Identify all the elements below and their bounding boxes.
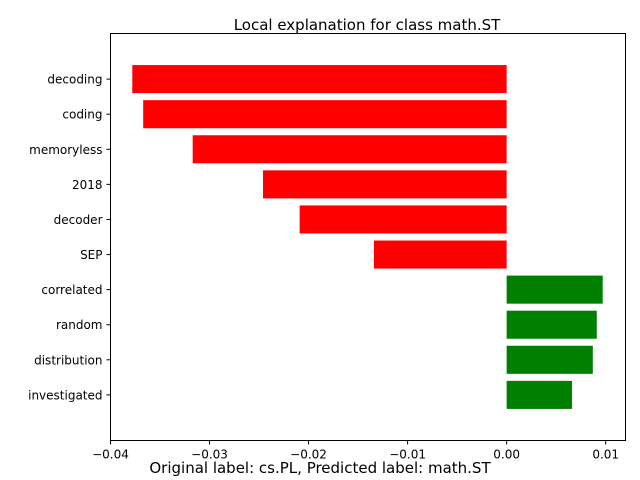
y-tick-label: coding xyxy=(62,108,102,122)
x-tick-label: −0.03 xyxy=(191,448,228,462)
y-axis-ticks: decoding coding memoryless 2018 decoder SEP co… xyxy=(28,73,111,402)
x-tick-label: 0.00 xyxy=(493,448,520,462)
bar-decoding xyxy=(132,65,507,94)
bar-decoder xyxy=(299,205,507,234)
chart-title: Local explanation for class math.ST xyxy=(234,16,501,34)
x-axis-ticks: −0.04 −0.03 −0.02 −0.01 0.00 0.01 xyxy=(92,440,619,462)
y-tick-label: random xyxy=(56,318,103,332)
plot-frame xyxy=(110,33,626,441)
y-tick-label: memoryless xyxy=(29,143,102,157)
bar-random xyxy=(506,310,597,339)
bar-2018 xyxy=(263,170,507,199)
y-tick-label: 2018 xyxy=(72,178,103,192)
y-tick-label: decoding xyxy=(47,73,102,87)
bar-correlated xyxy=(506,275,603,304)
x-tick-label: 0.01 xyxy=(592,448,619,462)
y-tick-label: investigated xyxy=(28,388,102,402)
bar-memoryless xyxy=(192,135,507,164)
bar-coding xyxy=(143,100,507,129)
bar-investigated xyxy=(506,380,573,409)
y-tick-label: decoder xyxy=(54,213,103,227)
bar-SEP xyxy=(373,240,507,269)
bars-group xyxy=(132,65,603,409)
x-tick-label: −0.02 xyxy=(290,448,327,462)
bar-distribution xyxy=(506,345,593,374)
y-tick-label: correlated xyxy=(41,283,102,297)
y-tick-label: distribution xyxy=(34,353,102,367)
x-tick-label: −0.04 xyxy=(92,448,129,462)
y-tick-label: SEP xyxy=(80,248,102,262)
x-tick-label: −0.01 xyxy=(389,448,426,462)
label-caption: Original label: cs.PL, Predicted label: … xyxy=(149,459,491,477)
